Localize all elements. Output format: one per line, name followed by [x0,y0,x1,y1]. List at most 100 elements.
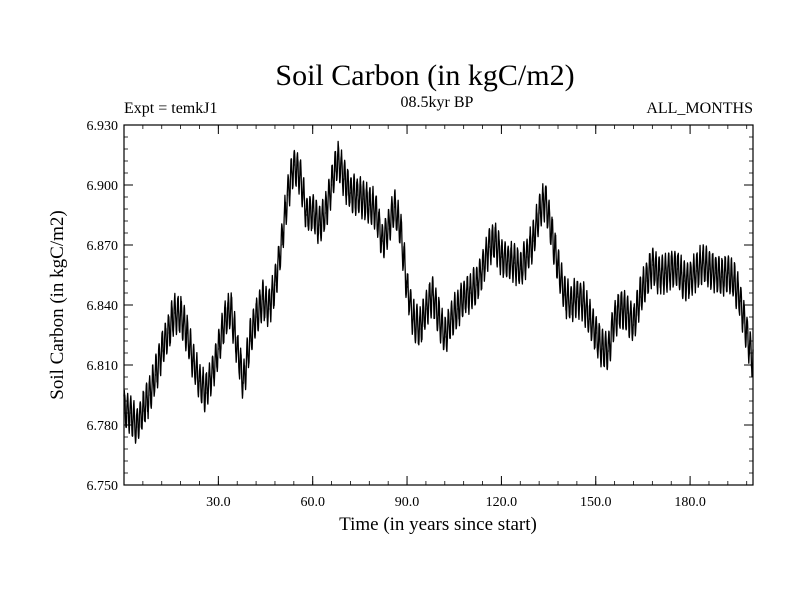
y-axis-label: Soil Carbon (in kgC/m2) [47,210,68,399]
data-point [293,164,295,166]
data-point [538,212,540,214]
data-point [299,174,301,176]
series-line-soil-carbon [123,140,754,444]
data-point [362,198,364,200]
data-point [305,214,308,216]
data-point [406,286,408,288]
data-point [746,332,748,334]
data-point [614,318,616,320]
data-point [343,178,345,180]
data-point [500,256,502,258]
data-point [551,232,553,234]
data-point [626,312,628,314]
data-point [513,262,515,264]
data-point [217,348,219,350]
y-tick-label: 6.900 [87,179,119,194]
data-point [186,332,188,334]
data-point [532,240,534,242]
data-point [676,268,679,270]
data-point [683,280,685,282]
months-label: ALL_MONTHS [646,100,753,117]
data-point [230,308,232,310]
data-point [167,332,169,334]
data-point [437,314,440,316]
data-point [154,374,157,376]
data-point [639,296,641,298]
data-point [607,350,609,352]
data-point [658,274,660,276]
data-point [689,278,691,280]
data-point [651,264,653,266]
data-point [393,206,396,208]
x-tick-label: 60.0 [300,495,325,510]
data-point [268,308,270,310]
data-point [356,194,358,196]
data-point [444,336,446,338]
data-point [563,294,565,296]
data-point [280,244,282,246]
data-point [488,246,490,248]
data-point [664,272,666,274]
data-point [475,284,477,286]
data-point [142,410,144,412]
data-point [324,212,326,214]
y-tick-label: 6.930 [87,119,119,134]
data-point [192,360,194,362]
data-point [161,350,163,352]
plot-frame [123,124,754,486]
data-point [135,426,138,428]
data-point [400,230,402,232]
data-point [544,198,547,200]
data-point [720,276,723,278]
x-tick-label: 180.0 [674,495,706,510]
data-point [507,260,509,262]
data-point [632,324,635,326]
data-point [620,308,622,310]
data-point [450,318,452,320]
data-point [463,296,465,298]
data-point [708,268,710,270]
data-point [236,348,238,350]
data-point [469,292,471,294]
data-point [387,228,389,230]
data-point [205,392,207,394]
data-point [198,380,201,382]
data-point [261,298,263,300]
data-point [481,268,484,270]
data-point [431,294,433,296]
data-point [525,256,528,258]
x-tick-label: 150.0 [580,495,612,510]
data-point [576,296,578,298]
data-point [419,328,421,330]
data-point [739,300,742,302]
data-point [569,302,572,304]
data-point [727,272,729,274]
y-tick-label: 6.780 [87,419,119,434]
data-point [173,312,175,314]
chart-title: Soil Carbon (in kgC/m2) [275,59,574,92]
data-point [318,224,320,226]
data-point [588,318,591,320]
period-label: 08.5kyr BP [401,94,474,111]
data-point [425,308,427,310]
experiment-label: Expt = temkJ1 [124,100,217,117]
data-point [494,240,496,242]
x-tick-label: 90.0 [395,495,420,510]
data-point [249,340,251,342]
data-point [286,194,289,196]
data-point [695,270,697,272]
data-point [557,264,559,266]
y-tick-label: 6.840 [87,299,119,314]
data-point [349,192,352,194]
data-point [211,372,213,374]
data-point [456,308,458,310]
data-point [255,316,257,318]
data-point [519,268,521,270]
data-point [330,184,333,186]
y-tick-label: 6.870 [87,239,119,254]
data-point [312,210,314,212]
x-tick-label: 120.0 [486,495,518,510]
data-point [337,158,339,160]
data-point [224,320,226,322]
